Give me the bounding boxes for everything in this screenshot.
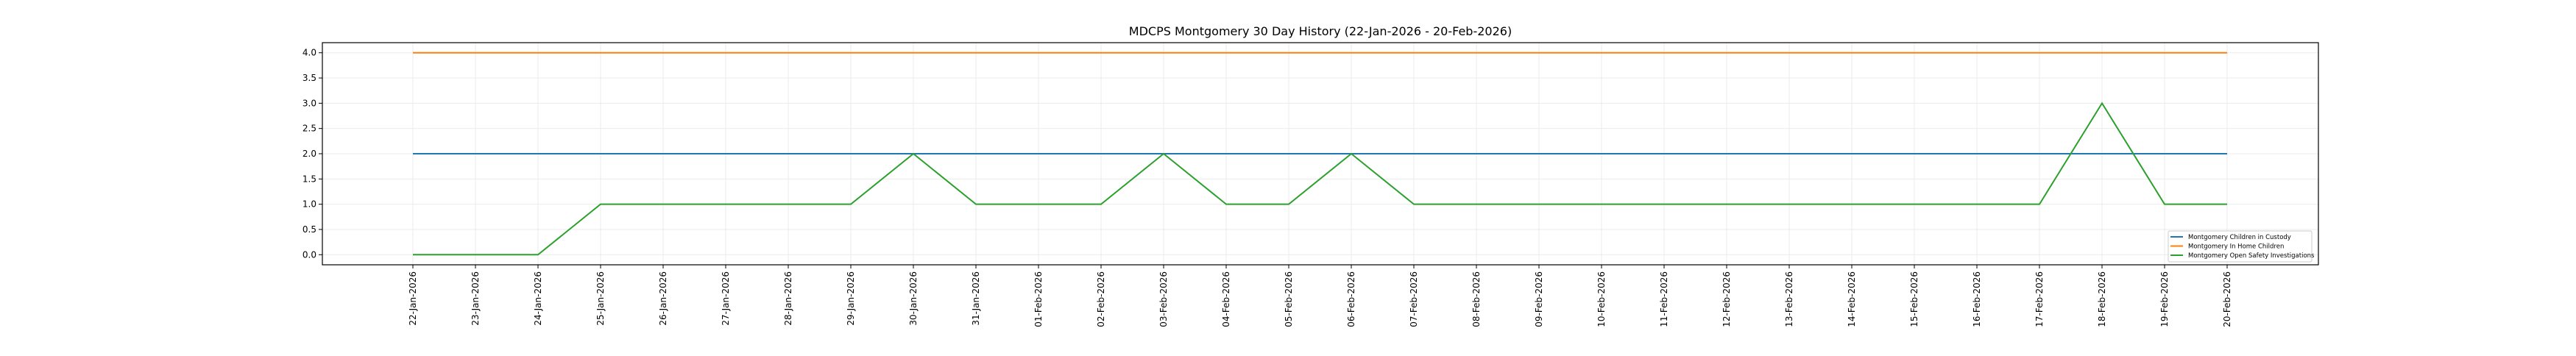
x-tick-label: 12-Feb-2026 [1722, 271, 1732, 327]
x-tick-label: 16-Feb-2026 [1972, 271, 1982, 327]
y-axis: 0.0 0.5 1.0 1.5 2.0 2.5 3.0 3.5 4.0 [302, 48, 322, 260]
y-tick-label: 1.5 [302, 174, 316, 184]
x-tick-label: 14-Feb-2026 [1847, 271, 1857, 327]
x-tick-label: 22-Jan-2026 [408, 271, 418, 326]
x-tick-label: 27-Jan-2026 [721, 271, 731, 326]
x-tick-label: 29-Jan-2026 [846, 271, 856, 326]
y-tick-label: 3.5 [302, 73, 316, 83]
x-tick-label: 09-Feb-2026 [1534, 271, 1544, 327]
legend-label: Montgomery In Home Children [2188, 243, 2284, 251]
legend-box [2168, 230, 2313, 263]
x-tick-label: 28-Jan-2026 [783, 271, 793, 326]
x-tick-label: 13-Feb-2026 [1784, 271, 1794, 327]
x-tick-label: 20-Feb-2026 [2222, 271, 2232, 327]
x-tick-label: 06-Feb-2026 [1346, 271, 1356, 327]
x-tick-label: 11-Feb-2026 [1659, 271, 1669, 327]
legend-label: Montgomery Open Safety Investigations [2188, 252, 2315, 260]
x-tick-label: 05-Feb-2026 [1284, 271, 1294, 327]
x-tick-label: 17-Feb-2026 [2034, 271, 2045, 327]
x-tick-label: 19-Feb-2026 [2159, 271, 2170, 327]
y-tick-label: 0.5 [302, 224, 316, 235]
x-axis: 22-Jan-2026 23-Jan-2026 24-Jan-2026 25-Jan-… [408, 265, 2232, 327]
y-tick-label: 3.0 [302, 98, 316, 108]
y-tick-label: 2.0 [302, 149, 316, 159]
legend-label: Montgomery Children in Custody [2188, 234, 2291, 241]
x-tick-label: 03-Feb-2026 [1158, 271, 1169, 327]
x-tick-label: 24-Jan-2026 [533, 271, 543, 326]
x-tick-label: 08-Feb-2026 [1471, 271, 1482, 327]
x-tick-label: 30-Jan-2026 [908, 271, 919, 326]
x-tick-label: 31-Jan-2026 [971, 271, 981, 326]
x-tick-label: 02-Feb-2026 [1096, 271, 1106, 327]
x-tick-label: 26-Jan-2026 [658, 271, 668, 326]
x-tick-label: 15-Feb-2026 [1909, 271, 1919, 327]
y-tick-label: 1.0 [302, 199, 316, 210]
series-lines [413, 51, 2227, 256]
x-tick-label: 10-Feb-2026 [1596, 271, 1607, 327]
x-tick-label: 23-Jan-2026 [470, 271, 481, 326]
x-tick-label: 07-Feb-2026 [1409, 271, 1419, 327]
y-tick-label: 2.5 [302, 124, 316, 134]
x-tick-label: 01-Feb-2026 [1033, 271, 1044, 327]
chart-title: MDCPS Montgomery 30 Day History (22-Jan-… [1129, 24, 1512, 38]
x-tick-label: 18-Feb-2026 [2097, 271, 2107, 327]
legend: Montgomery Children in Custody Montgomery… [2168, 230, 2315, 263]
x-tick-label: 04-Feb-2026 [1221, 271, 1231, 327]
series-line-2 [413, 102, 2227, 256]
x-tick-label: 25-Jan-2026 [595, 271, 606, 326]
y-tick-label: 0.0 [302, 249, 316, 260]
y-tick-label: 4.0 [302, 48, 316, 58]
